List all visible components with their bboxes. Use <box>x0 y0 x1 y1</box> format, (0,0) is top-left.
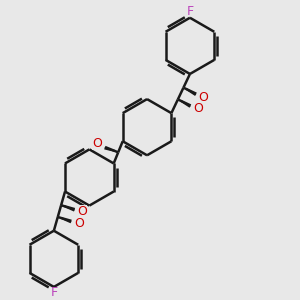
Text: F: F <box>50 286 57 299</box>
Text: O: O <box>77 205 87 218</box>
Text: O: O <box>198 91 208 103</box>
Text: F: F <box>186 5 194 18</box>
Text: O: O <box>74 217 84 230</box>
Text: O: O <box>193 102 203 115</box>
Text: O: O <box>92 137 102 150</box>
